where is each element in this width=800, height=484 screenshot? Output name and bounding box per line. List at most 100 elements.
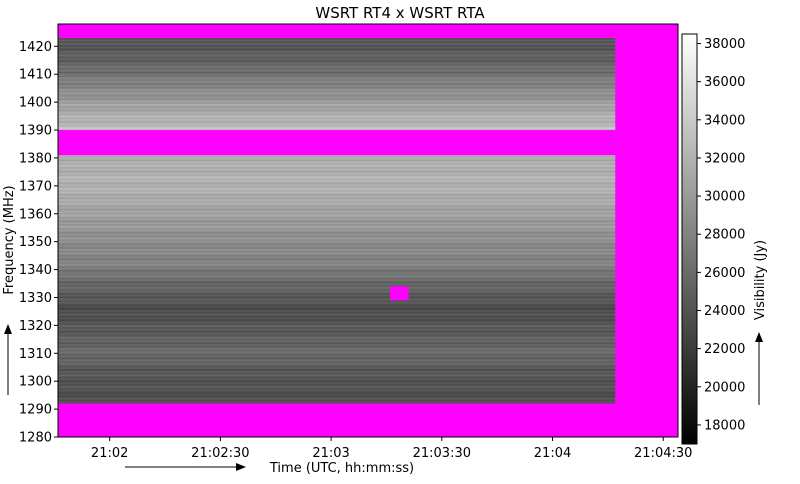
- heatmap-row: [58, 328, 678, 330]
- heatmap-row: [58, 217, 678, 220]
- heatmap-row: [58, 120, 678, 123]
- heatmap-row: [58, 360, 678, 363]
- heatmap-row: [58, 46, 678, 49]
- heatmap-row: [58, 344, 678, 347]
- heatmap-row: [58, 261, 678, 263]
- heatmap-row: [58, 330, 678, 333]
- heatmap-row: [58, 185, 678, 188]
- heatmap-row: [58, 178, 678, 181]
- heatmap-row: [58, 163, 678, 166]
- heatmap-row: [58, 333, 678, 336]
- heatmap-row: [58, 353, 678, 356]
- heatmap-row: [58, 339, 678, 342]
- heatmap-row: [58, 250, 678, 252]
- heatmap-row: [58, 124, 678, 127]
- heatmap-row: [58, 317, 678, 319]
- heatmap-row: [58, 335, 678, 337]
- heatmap-row: [58, 53, 678, 56]
- heatmap-row: [58, 90, 678, 93]
- heatmap-row: [58, 379, 678, 382]
- heatmap-row: [58, 162, 678, 164]
- heatmap-row: [58, 95, 678, 97]
- heatmap-row: [58, 307, 678, 310]
- heatmap-row: [58, 157, 678, 160]
- colorbar-tick-label: 36000: [704, 75, 745, 90]
- heatmap-row: [58, 110, 678, 113]
- colorbar-tick-label: 34000: [704, 113, 745, 128]
- heatmap-row: [58, 54, 678, 57]
- heatmap-row: [58, 363, 678, 365]
- heatmap-row: [58, 219, 678, 222]
- heatmap-row: [58, 37, 678, 40]
- heatmap-row: [58, 318, 678, 321]
- heatmap-row: [58, 51, 678, 54]
- heatmap-row: [58, 371, 678, 374]
- heatmap-row: [58, 243, 678, 245]
- heatmap-row: [58, 234, 678, 237]
- heatmap-row: [58, 212, 678, 215]
- heatmap-row: [58, 117, 678, 120]
- heatmap-row: [58, 368, 678, 371]
- heatmap-row: [58, 397, 678, 400]
- heatmap-row: [58, 237, 678, 240]
- heatmap-row: [58, 343, 678, 346]
- heatmap-row: [58, 319, 678, 322]
- heatmap-row: [58, 86, 678, 89]
- heatmap-row: [58, 180, 678, 183]
- heatmap-row: [58, 270, 678, 273]
- heatmap-row: [58, 388, 678, 390]
- colorbar-axis: 18000 20000 22000 24000 26000 28000 30000 32000…: [697, 37, 745, 433]
- heatmap-row: [58, 356, 678, 358]
- heatmap-row: [58, 102, 678, 104]
- x-tick-label: 21:03:30: [413, 446, 471, 461]
- heatmap-row: [58, 315, 678, 318]
- heatmap-row: [58, 289, 678, 291]
- heatmap-row: [58, 277, 678, 280]
- heatmap-row: [58, 265, 678, 268]
- heatmap-row: [58, 372, 678, 375]
- heatmap-row: [58, 176, 678, 178]
- heatmap-row: [58, 60, 678, 63]
- colorbar-tick-label: 28000: [704, 228, 745, 243]
- heatmap-row: [58, 291, 678, 294]
- heatmap-row: [58, 116, 678, 118]
- heatmap-row: [58, 332, 678, 335]
- heatmap-row: [58, 107, 678, 110]
- heatmap-row: [58, 238, 678, 241]
- heatmap-row: [58, 65, 678, 68]
- heatmap-row: [58, 252, 678, 255]
- heatmap-row: [58, 284, 678, 287]
- heatmap-row: [58, 251, 678, 254]
- heatmap-row: [58, 220, 678, 223]
- heatmap-row: [58, 192, 678, 195]
- heatmap-row: [58, 279, 678, 282]
- heatmap-row: [58, 167, 678, 170]
- heatmap-row: [58, 396, 678, 399]
- heatmap-row: [58, 215, 678, 217]
- heatmap-row: [58, 342, 678, 344]
- heatmap-row: [58, 314, 678, 317]
- heatmap-row: [58, 42, 678, 44]
- heatmap-row: [58, 370, 678, 372]
- heatmap-row: [58, 263, 678, 266]
- heatmap-row: [58, 377, 678, 379]
- heatmap-row: [58, 367, 678, 370]
- heatmap-row: [58, 257, 678, 259]
- heatmap-row: [58, 326, 678, 329]
- heatmap-row: [58, 357, 678, 360]
- heatmap-row: [58, 378, 678, 381]
- heatmap-row: [58, 109, 678, 111]
- heatmap-row: [58, 74, 678, 77]
- heatmap-row: [58, 184, 678, 187]
- heatmap-row: [58, 247, 678, 250]
- heatmap-row: [58, 202, 678, 205]
- heatmap-row: [58, 365, 678, 368]
- y-tick-label: 1400: [19, 96, 52, 111]
- heatmap-row: [58, 354, 678, 357]
- heatmap-row: [58, 201, 678, 203]
- heatmap-row: [58, 104, 678, 107]
- heatmap-row: [58, 275, 678, 277]
- heatmap-row: [58, 44, 678, 47]
- heatmap-row: [58, 194, 678, 197]
- heatmap-row: [58, 236, 678, 238]
